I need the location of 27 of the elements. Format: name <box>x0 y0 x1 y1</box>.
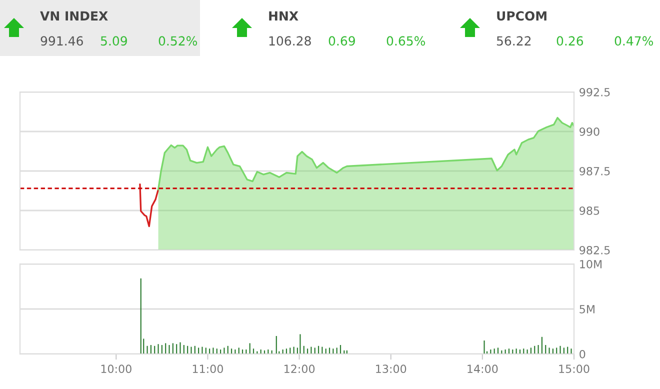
x-tick-label: 10:00 <box>101 364 132 374</box>
line-series <box>139 184 160 228</box>
y-tick-label: 992.5 <box>580 88 610 96</box>
x-tick-label: 15:00 <box>559 364 590 374</box>
y-tick-label: 987.5 <box>580 166 610 176</box>
text: 56.22 <box>496 36 531 46</box>
text: UPCOM <box>497 11 546 21</box>
y-tick-label: 985 <box>580 206 600 215</box>
y-tick-label: 990 <box>580 127 600 136</box>
text: VN INDEX <box>40 11 108 20</box>
text: 106.28 <box>269 36 311 46</box>
text: 991.46 <box>40 36 83 46</box>
y-tick-label: 0 <box>580 350 586 358</box>
text: 0.65% <box>386 36 426 46</box>
text: 0.26 <box>556 36 584 46</box>
x-tick-label: 13:00 <box>376 364 406 374</box>
text: 0.47% <box>614 36 654 46</box>
text: 5.09 <box>100 36 127 46</box>
text: 0.69 <box>328 36 355 46</box>
text: 0.52% <box>158 36 198 46</box>
y-tick-label: 10M <box>580 260 602 268</box>
x-tick-label: 11:00 <box>192 364 223 374</box>
x-tick-label: 14:00 <box>468 364 498 374</box>
y-tick-label: 5M <box>580 305 594 314</box>
y-tick-label: 982.5 <box>580 246 610 254</box>
text: HNX <box>269 11 298 20</box>
x-tick-label: 12:00 <box>284 364 315 374</box>
